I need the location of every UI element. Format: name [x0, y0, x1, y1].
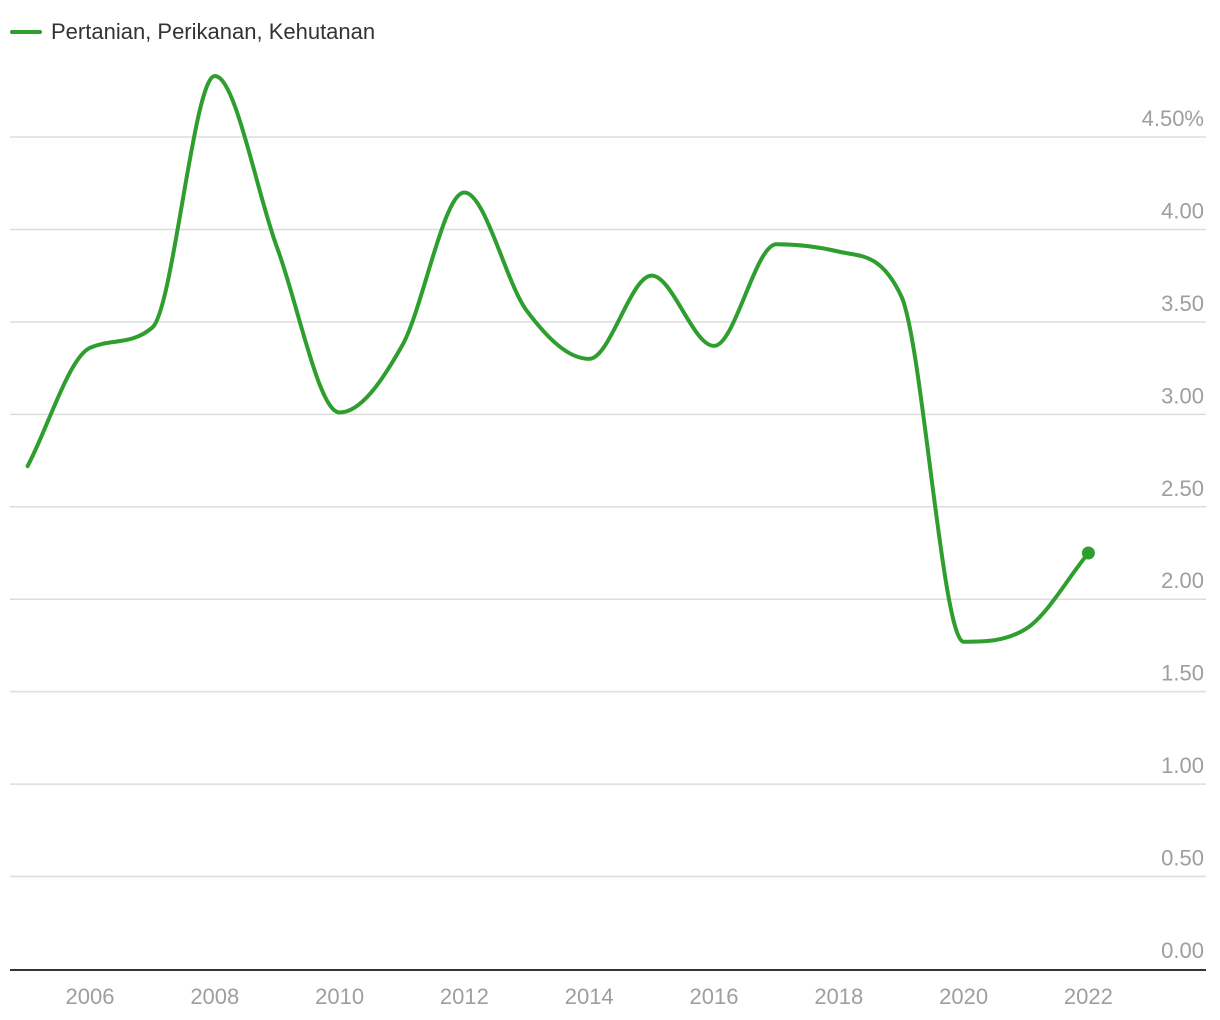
- series-line: [25, 73, 1091, 644]
- y-axis-ticks: 0.00 0.50 1.00 1.50 2.00 2.50 3.00 3.50 4.00 4.50…: [1142, 106, 1204, 963]
- grid-lines: [10, 136, 1206, 971]
- x-tick-label: 2008: [190, 984, 239, 1009]
- x-tick-label: 2010: [315, 984, 364, 1009]
- y-tick-label: 1.50: [1161, 661, 1204, 686]
- x-tick-label: 2018: [814, 984, 863, 1009]
- y-tick-label: 0.50: [1161, 846, 1204, 871]
- legend-swatch: [10, 30, 42, 34]
- legend-label: Pertanian, Perikanan, Kehutanan: [51, 19, 376, 44]
- x-tick-label: 2006: [66, 984, 115, 1009]
- x-tick-label: 2014: [565, 984, 614, 1009]
- x-tick-label: 2012: [440, 984, 489, 1009]
- x-tick-label: 2016: [690, 984, 739, 1009]
- y-tick-label: 3.50: [1161, 291, 1204, 316]
- series-layer: [25, 73, 1095, 644]
- y-tick-label: 3.00: [1161, 383, 1204, 408]
- x-tick-label: 2020: [939, 984, 988, 1009]
- y-tick-label: 2.50: [1161, 476, 1204, 501]
- series-end-point: [1081, 546, 1095, 560]
- y-tick-label: 4.50%: [1142, 106, 1204, 131]
- y-tick-label: 2.00: [1161, 568, 1204, 593]
- y-tick-label: 1.00: [1161, 753, 1204, 778]
- y-tick-label: 0.00: [1161, 938, 1204, 963]
- y-tick-label: 4.00: [1161, 198, 1204, 223]
- chart-legend: Pertanian, Perikanan, Kehutanan: [10, 18, 375, 46]
- x-axis-ticks: 2006 2008 2010 2012 2014 2016 2018 2020 2022: [66, 984, 1113, 1009]
- x-tick-label: 2022: [1064, 984, 1113, 1009]
